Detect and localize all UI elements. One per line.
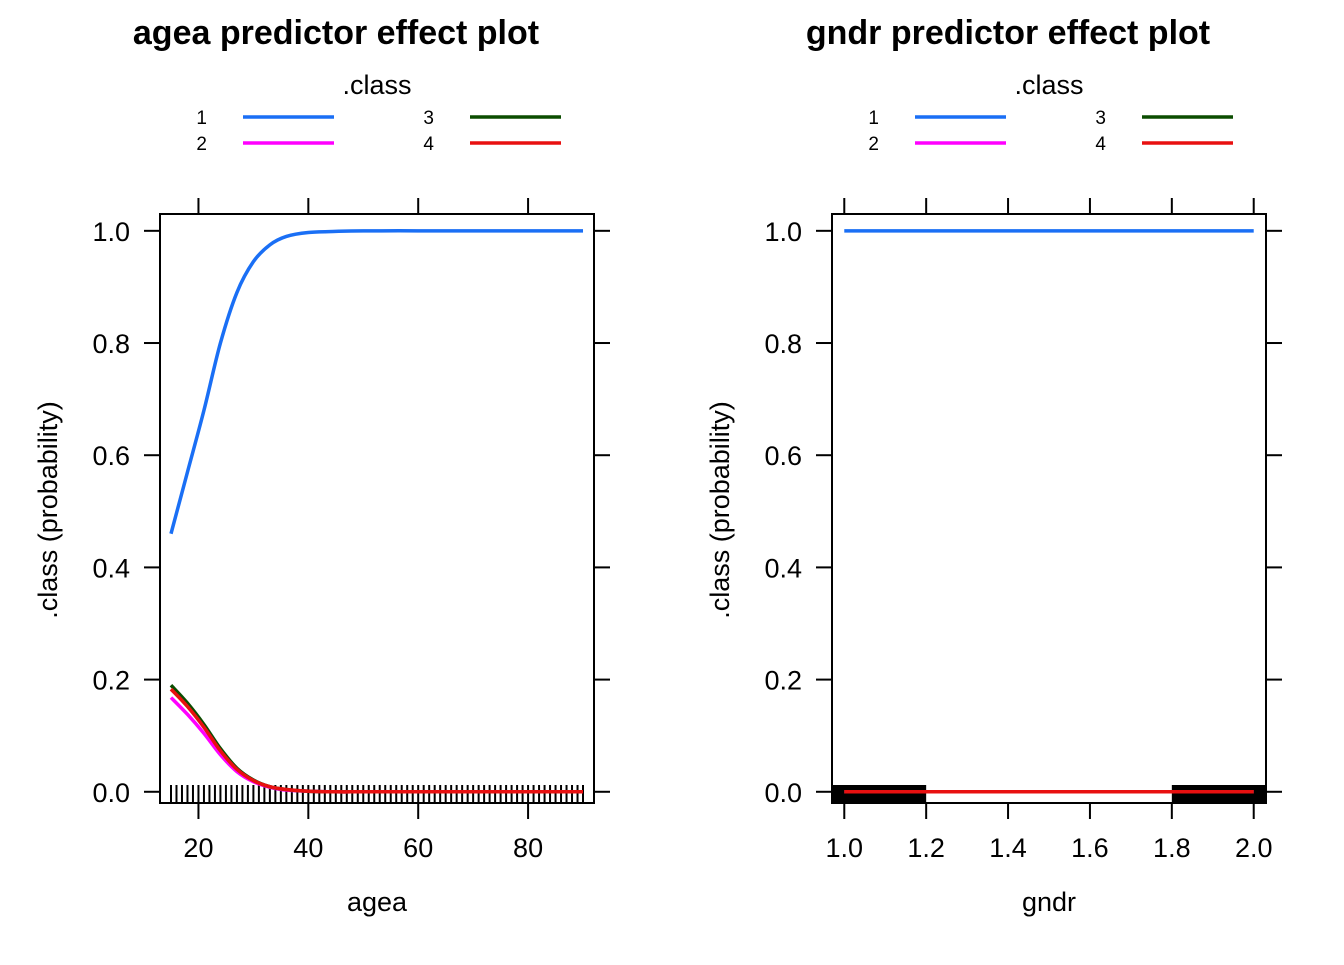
y-tick-label: 0.4 [764,553,802,583]
x-tick-label: 1.2 [907,833,945,863]
legend-key-3: 3 [423,108,434,129]
series-line-class-4 [169,687,584,794]
x-tick-label: 1.0 [826,833,864,863]
tick-marks [816,198,1282,819]
y-tick-label: 0.2 [92,666,130,696]
y-tick-label: 0.8 [92,329,130,359]
panel-title: agea predictor effect plot [133,14,539,52]
y-tick-label: 1.0 [92,217,130,247]
rug-band [832,785,927,803]
series-lines [169,229,584,794]
series-line-class-1 [169,229,584,535]
legend-key-2: 2 [868,134,879,155]
y-tick-label: 0.6 [764,441,802,471]
legend-key-4: 4 [423,134,434,155]
legend-key-1: 1 [868,108,879,129]
y-tick-label: 0.0 [764,778,802,808]
tick-labels: 1.0 1.2 1.4 1.6 1.8 2.0 0.0 0.2 0.4 0.6 0.8 1.0 [764,217,1272,863]
legend-key-3: 3 [1095,108,1106,129]
legend-title: .class [342,70,411,100]
tick-labels: 20 40 60 80 0.0 0.2 0.4 0.6 0.8 1.0 [92,217,543,863]
y-tick-label: 1.0 [764,217,802,247]
y-tick-label: 0.6 [92,441,130,471]
x-axis-label: agea [347,887,408,917]
y-tick-label: 0.2 [764,666,802,696]
x-axis-label: gndr [1022,887,1076,917]
series-line-class-2 [169,696,584,794]
legend: .class 1 2 3 4 [868,70,1233,155]
legend-key-2: 2 [196,134,207,155]
x-tick-label: 1.4 [989,833,1027,863]
x-tick-label: 1.8 [1153,833,1191,863]
legend-key-4: 4 [1095,134,1106,155]
x-tick-label: 2.0 [1235,833,1273,863]
y-axis-label: .class (probability) [705,401,735,619]
x-tick-label: 80 [513,833,543,863]
y-axis-label: .class (probability) [33,401,63,619]
plot-frame [831,213,1267,804]
y-tick-label: 0.0 [92,778,130,808]
legend-key-1: 1 [196,108,207,129]
panel-title: gndr predictor effect plot [806,14,1210,52]
rug-marks [169,785,585,803]
x-tick-label: 40 [293,833,323,863]
x-tick-label: 1.6 [1071,833,1109,863]
series-lines [844,229,1254,794]
gndr-effect-panel: gndr predictor effect plot .class 1 2 3 … [705,14,1282,917]
y-tick-label: 0.8 [764,329,802,359]
tick-marks [144,198,610,819]
x-tick-label: 20 [183,833,213,863]
x-tick-label: 60 [403,833,433,863]
rug-band [1171,785,1266,803]
agea-effect-panel: agea predictor effect plot .class 1 2 3 … [33,14,610,917]
plot-frame [159,213,595,804]
series-line-class-3 [169,684,584,794]
rug-marks [832,785,1266,803]
legend: .class 1 2 3 4 [196,70,561,155]
legend-title: .class [1014,70,1083,100]
y-tick-label: 0.4 [92,553,130,583]
